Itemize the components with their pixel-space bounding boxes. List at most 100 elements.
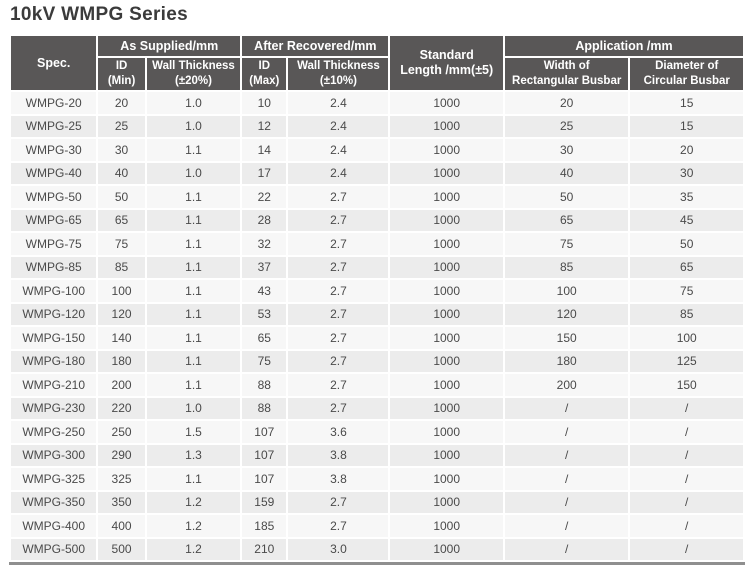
value-cell: 30: [96, 137, 147, 163]
value-cell: /: [502, 419, 631, 445]
value-cell: 1000: [388, 207, 505, 233]
value-cell: 1000: [388, 513, 505, 539]
value-cell: 500: [96, 536, 147, 562]
value-cell: 22: [240, 184, 289, 210]
spec-cell: WMPG-20: [8, 90, 99, 116]
value-cell: 28: [240, 207, 289, 233]
value-cell: 32: [240, 231, 289, 257]
value-cell: /: [502, 489, 631, 515]
value-cell: 150: [628, 372, 745, 398]
value-cell: 2.7: [286, 184, 391, 210]
spec-cell: WMPG-250: [8, 419, 99, 445]
value-cell: 100: [96, 278, 147, 304]
value-cell: 2.4: [286, 113, 391, 139]
value-cell: 35: [628, 184, 745, 210]
value-cell: 1.1: [144, 278, 243, 304]
value-cell: 150: [502, 325, 631, 351]
value-cell: 107: [240, 442, 289, 468]
value-cell: 1.1: [144, 137, 243, 163]
value-cell: 65: [96, 207, 147, 233]
header-spec: Spec.: [8, 34, 99, 92]
value-cell: 125: [628, 348, 745, 374]
value-cell: 20: [96, 90, 147, 116]
value-cell: 1000: [388, 489, 505, 515]
value-cell: 1000: [388, 466, 505, 492]
spec-cell: WMPG-350: [8, 489, 99, 515]
value-cell: /: [628, 513, 745, 539]
table-row: WMPG-180 180 1.1 75 2.7 1000 180 125: [8, 348, 745, 374]
header-dia-circ-busbar: Diameter of Circular Busbar: [628, 56, 745, 92]
table-header: Spec. As Supplied/mm After Recovered/mm …: [8, 34, 746, 92]
value-cell: 1.1: [144, 466, 243, 492]
value-cell: 159: [240, 489, 289, 515]
value-cell: 14: [240, 137, 289, 163]
spec-cell: WMPG-210: [8, 372, 99, 398]
spec-cell: WMPG-120: [8, 301, 99, 327]
value-cell: 50: [96, 184, 147, 210]
table-row: WMPG-250 250 1.5 107 3.6 1000//: [8, 419, 745, 445]
value-cell: 180: [502, 348, 631, 374]
value-cell: 15: [628, 90, 745, 116]
value-cell: 1.1: [144, 184, 243, 210]
header-width-rect-busbar: Width of Rectangular Busbar: [502, 56, 631, 92]
table-row: WMPG-210 200 1.1 88 2.7 1000 200 150: [8, 372, 745, 398]
value-cell: 1000: [388, 231, 505, 257]
value-cell: 30: [502, 137, 631, 163]
value-cell: 2.7: [286, 207, 391, 233]
table-row: WMPG-65 65 1.1 28 2.7 1000 65 45: [8, 207, 745, 233]
spec-cell: WMPG-75: [8, 231, 99, 257]
table-row: WMPG-30 30 1.1 14 2.4 1000 30 20: [8, 137, 745, 163]
value-cell: 75: [502, 231, 631, 257]
value-cell: 1.2: [144, 513, 243, 539]
value-cell: 3.0: [286, 536, 391, 562]
value-cell: 85: [96, 254, 147, 280]
value-cell: 65: [502, 207, 631, 233]
value-cell: 200: [502, 372, 631, 398]
spec-cell: WMPG-150: [8, 325, 99, 351]
value-cell: 50: [502, 184, 631, 210]
value-cell: /: [628, 419, 745, 445]
value-cell: 1.1: [144, 254, 243, 280]
value-cell: 1000: [388, 254, 505, 280]
value-cell: 100: [628, 325, 745, 351]
table-row: WMPG-40 40 1.0 17 2.4 1000 40 30: [8, 160, 745, 186]
value-cell: 1.3: [144, 442, 243, 468]
value-cell: 107: [240, 466, 289, 492]
value-cell: 1000: [388, 184, 505, 210]
value-cell: 1.1: [144, 207, 243, 233]
value-cell: 290: [96, 442, 147, 468]
value-cell: 25: [96, 113, 147, 139]
value-cell: 2.7: [286, 348, 391, 374]
table-row: WMPG-25 25 1.0 12 2.4 1000 25 15: [8, 113, 745, 139]
value-cell: 2.7: [286, 325, 391, 351]
header-wall-thickness-20: Wall Thickness (±20%): [144, 56, 243, 92]
table-row: WMPG-500 500 1.2 210 3.0 1000//: [8, 536, 745, 562]
value-cell: 1000: [388, 536, 505, 562]
value-cell: 1.0: [144, 113, 243, 139]
value-cell: 17: [240, 160, 289, 186]
value-cell: 50: [628, 231, 745, 257]
spec-cell: WMPG-500: [8, 536, 99, 562]
value-cell: 3.8: [286, 442, 391, 468]
value-cell: 400: [96, 513, 147, 539]
table-row: WMPG-350 350 1.2 159 2.7 1000//: [8, 489, 745, 515]
value-cell: 100: [502, 278, 631, 304]
value-cell: 1.1: [144, 325, 243, 351]
spec-cell: WMPG-40: [8, 160, 99, 186]
value-cell: 120: [502, 301, 631, 327]
value-cell: /: [502, 466, 631, 492]
spec-table-wrapper: Spec. As Supplied/mm After Recovered/mm …: [8, 34, 746, 565]
spec-cell: WMPG-30: [8, 137, 99, 163]
value-cell: 2.7: [286, 301, 391, 327]
value-cell: 1000: [388, 113, 505, 139]
value-cell: 88: [240, 395, 289, 421]
value-cell: 65: [628, 254, 745, 280]
value-cell: /: [628, 536, 745, 562]
value-cell: 1000: [388, 301, 505, 327]
value-cell: 2.4: [286, 137, 391, 163]
value-cell: 107: [240, 419, 289, 445]
value-cell: 2.7: [286, 489, 391, 515]
table-body: WMPG-20 20 1.0 10 2.4 1000 20 15 WMPG-25 25 1.0 12 2…: [8, 90, 745, 562]
spec-cell: WMPG-100: [8, 278, 99, 304]
